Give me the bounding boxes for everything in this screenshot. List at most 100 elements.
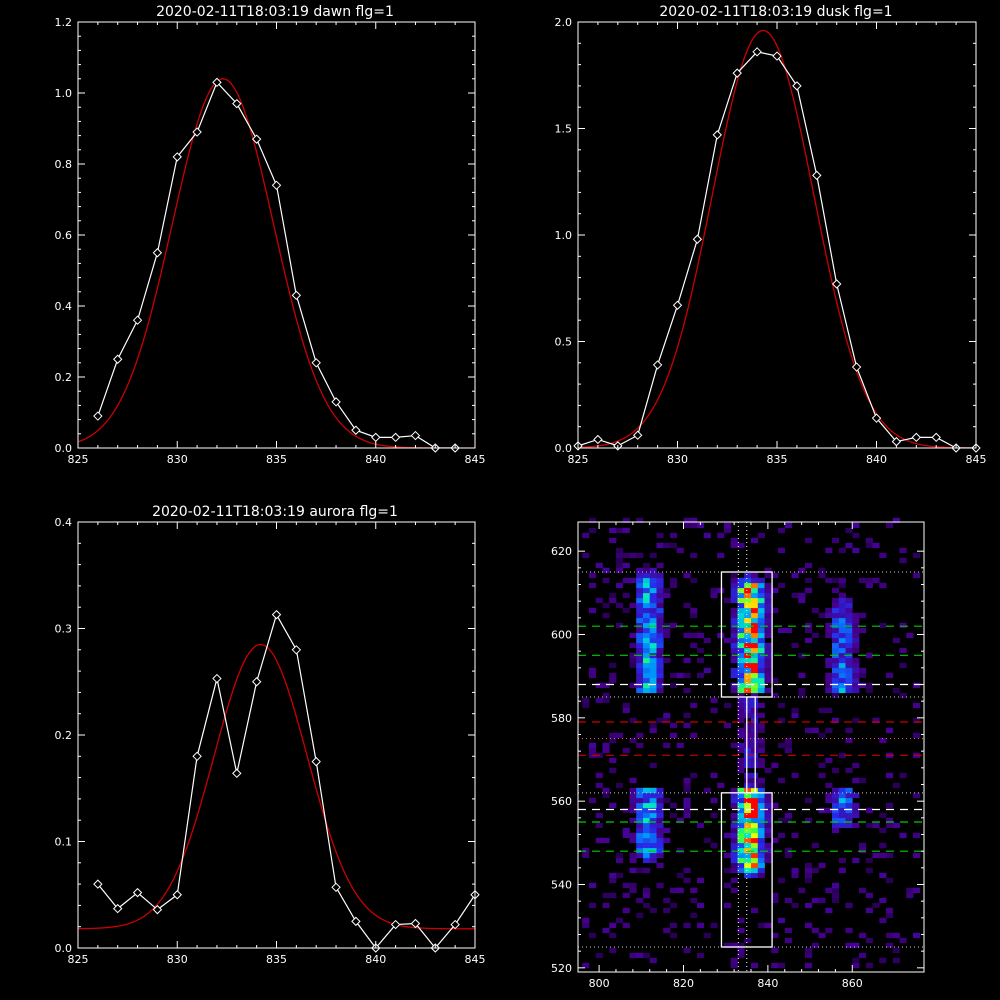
heatmap-cell xyxy=(744,712,752,719)
heatmap-cell xyxy=(636,662,644,669)
heatmap-cell xyxy=(791,772,799,779)
heatmap-cell xyxy=(751,607,759,614)
heatmap-cell xyxy=(825,547,833,554)
heatmap-cell xyxy=(757,792,765,799)
heatmap-cell xyxy=(629,837,637,844)
heatmap-cell xyxy=(751,847,759,854)
heatmap-cell xyxy=(649,847,657,854)
heatmap-cell xyxy=(636,622,644,629)
heatmap-cell xyxy=(879,842,887,849)
heatmap-cell xyxy=(730,852,738,859)
heatmap-cell xyxy=(764,612,772,619)
heatmap-cell xyxy=(737,732,745,739)
heatmap-cell xyxy=(636,582,644,589)
heatmap-cell xyxy=(764,812,772,819)
heatmap-cell xyxy=(832,827,840,834)
heatmap-cell xyxy=(757,592,765,599)
heatmap-cell xyxy=(643,857,651,864)
heatmap-cell xyxy=(899,647,907,654)
heatmap-cell xyxy=(676,672,684,679)
heatmap-cell xyxy=(649,682,657,689)
heatmap-cell xyxy=(845,612,853,619)
heatmap-cell xyxy=(852,822,860,829)
heatmap-cell xyxy=(649,602,657,609)
heatmap-cell xyxy=(690,897,698,904)
heatmap-cell xyxy=(663,717,671,724)
heatmap-cell xyxy=(805,622,813,629)
heatmap-cell xyxy=(656,647,664,654)
heatmap-cell xyxy=(710,772,718,779)
heatmap-cell xyxy=(751,657,759,664)
heatmap-cell xyxy=(852,637,860,644)
heatmap-cell xyxy=(670,922,678,929)
heatmap-cell xyxy=(710,587,718,594)
heatmap-cell xyxy=(764,687,772,694)
heatmap-cell xyxy=(744,707,752,714)
heatmap-cell xyxy=(825,887,833,894)
heatmap-cell xyxy=(737,807,745,814)
heatmap-cell xyxy=(886,852,894,859)
heatmap-cell xyxy=(886,822,894,829)
heatmap-cell xyxy=(730,862,738,869)
heatmap-cell xyxy=(656,807,664,814)
data-point-diamond xyxy=(152,248,163,258)
heatmap-cell xyxy=(744,867,752,874)
heatmap-cell xyxy=(636,797,644,804)
heatmap-cell xyxy=(602,697,610,704)
heatmap-cell xyxy=(757,677,765,684)
x-tick-label: 840 xyxy=(866,453,887,466)
heatmap-cell xyxy=(865,537,873,544)
heatmap-cell xyxy=(724,522,732,529)
heatmap-cell xyxy=(771,762,779,769)
heatmap-cell xyxy=(825,707,833,714)
heatmap-cell xyxy=(757,822,765,829)
heatmap-cell xyxy=(737,687,745,694)
heatmap-cell xyxy=(791,872,799,879)
heatmap-cell xyxy=(818,807,826,814)
heatmap-cell xyxy=(643,572,651,579)
data-point-diamond xyxy=(772,51,782,61)
heatmap-cell xyxy=(629,642,637,649)
heatmap-cell xyxy=(825,612,833,619)
heatmap-cell xyxy=(838,622,846,629)
heatmap-cell xyxy=(791,832,799,839)
data-point-diamond xyxy=(410,430,421,441)
heatmap-cell xyxy=(582,852,590,859)
heatmap-cell xyxy=(764,832,772,839)
heatmap-cell xyxy=(832,662,840,669)
heatmap-cell xyxy=(805,922,813,929)
heatmap-cell xyxy=(616,732,624,739)
heatmap-cell xyxy=(636,952,644,959)
heatmap-cell xyxy=(764,792,772,799)
heatmap-cell xyxy=(757,662,765,669)
heatmap-cell xyxy=(643,612,651,619)
heatmap-cell xyxy=(737,787,745,794)
heatmap-cell xyxy=(683,522,691,529)
y-tick-label: 0.6 xyxy=(55,229,73,242)
heatmap-cell xyxy=(690,522,698,529)
heatmap-cell xyxy=(656,847,664,854)
heatmap-cell xyxy=(751,862,759,869)
heatmap-cell xyxy=(589,742,597,749)
heatmap-cell xyxy=(656,592,664,599)
heatmap-cell xyxy=(751,777,759,784)
heatmap-cell xyxy=(751,627,759,634)
heatmap-cell xyxy=(832,672,840,679)
data-point-diamond xyxy=(291,645,302,655)
heatmap-cell xyxy=(744,762,752,769)
heatmap-cell xyxy=(764,622,772,629)
heatmap-cell xyxy=(744,682,752,689)
heatmap-cell xyxy=(751,852,759,859)
data-point-diamond xyxy=(390,432,401,443)
heatmap-cell xyxy=(764,767,772,774)
heatmap-cell xyxy=(845,607,853,614)
heatmap-cell xyxy=(832,897,840,904)
heatmap-cell xyxy=(649,587,657,594)
heatmap-cell xyxy=(832,812,840,819)
heatmap-cell xyxy=(764,602,772,609)
heatmap-cell xyxy=(737,587,745,594)
heatmap-cell xyxy=(649,817,657,824)
heatmap-cell xyxy=(643,592,651,599)
heatmap-cell xyxy=(879,872,887,879)
heatmap-cell xyxy=(737,677,745,684)
